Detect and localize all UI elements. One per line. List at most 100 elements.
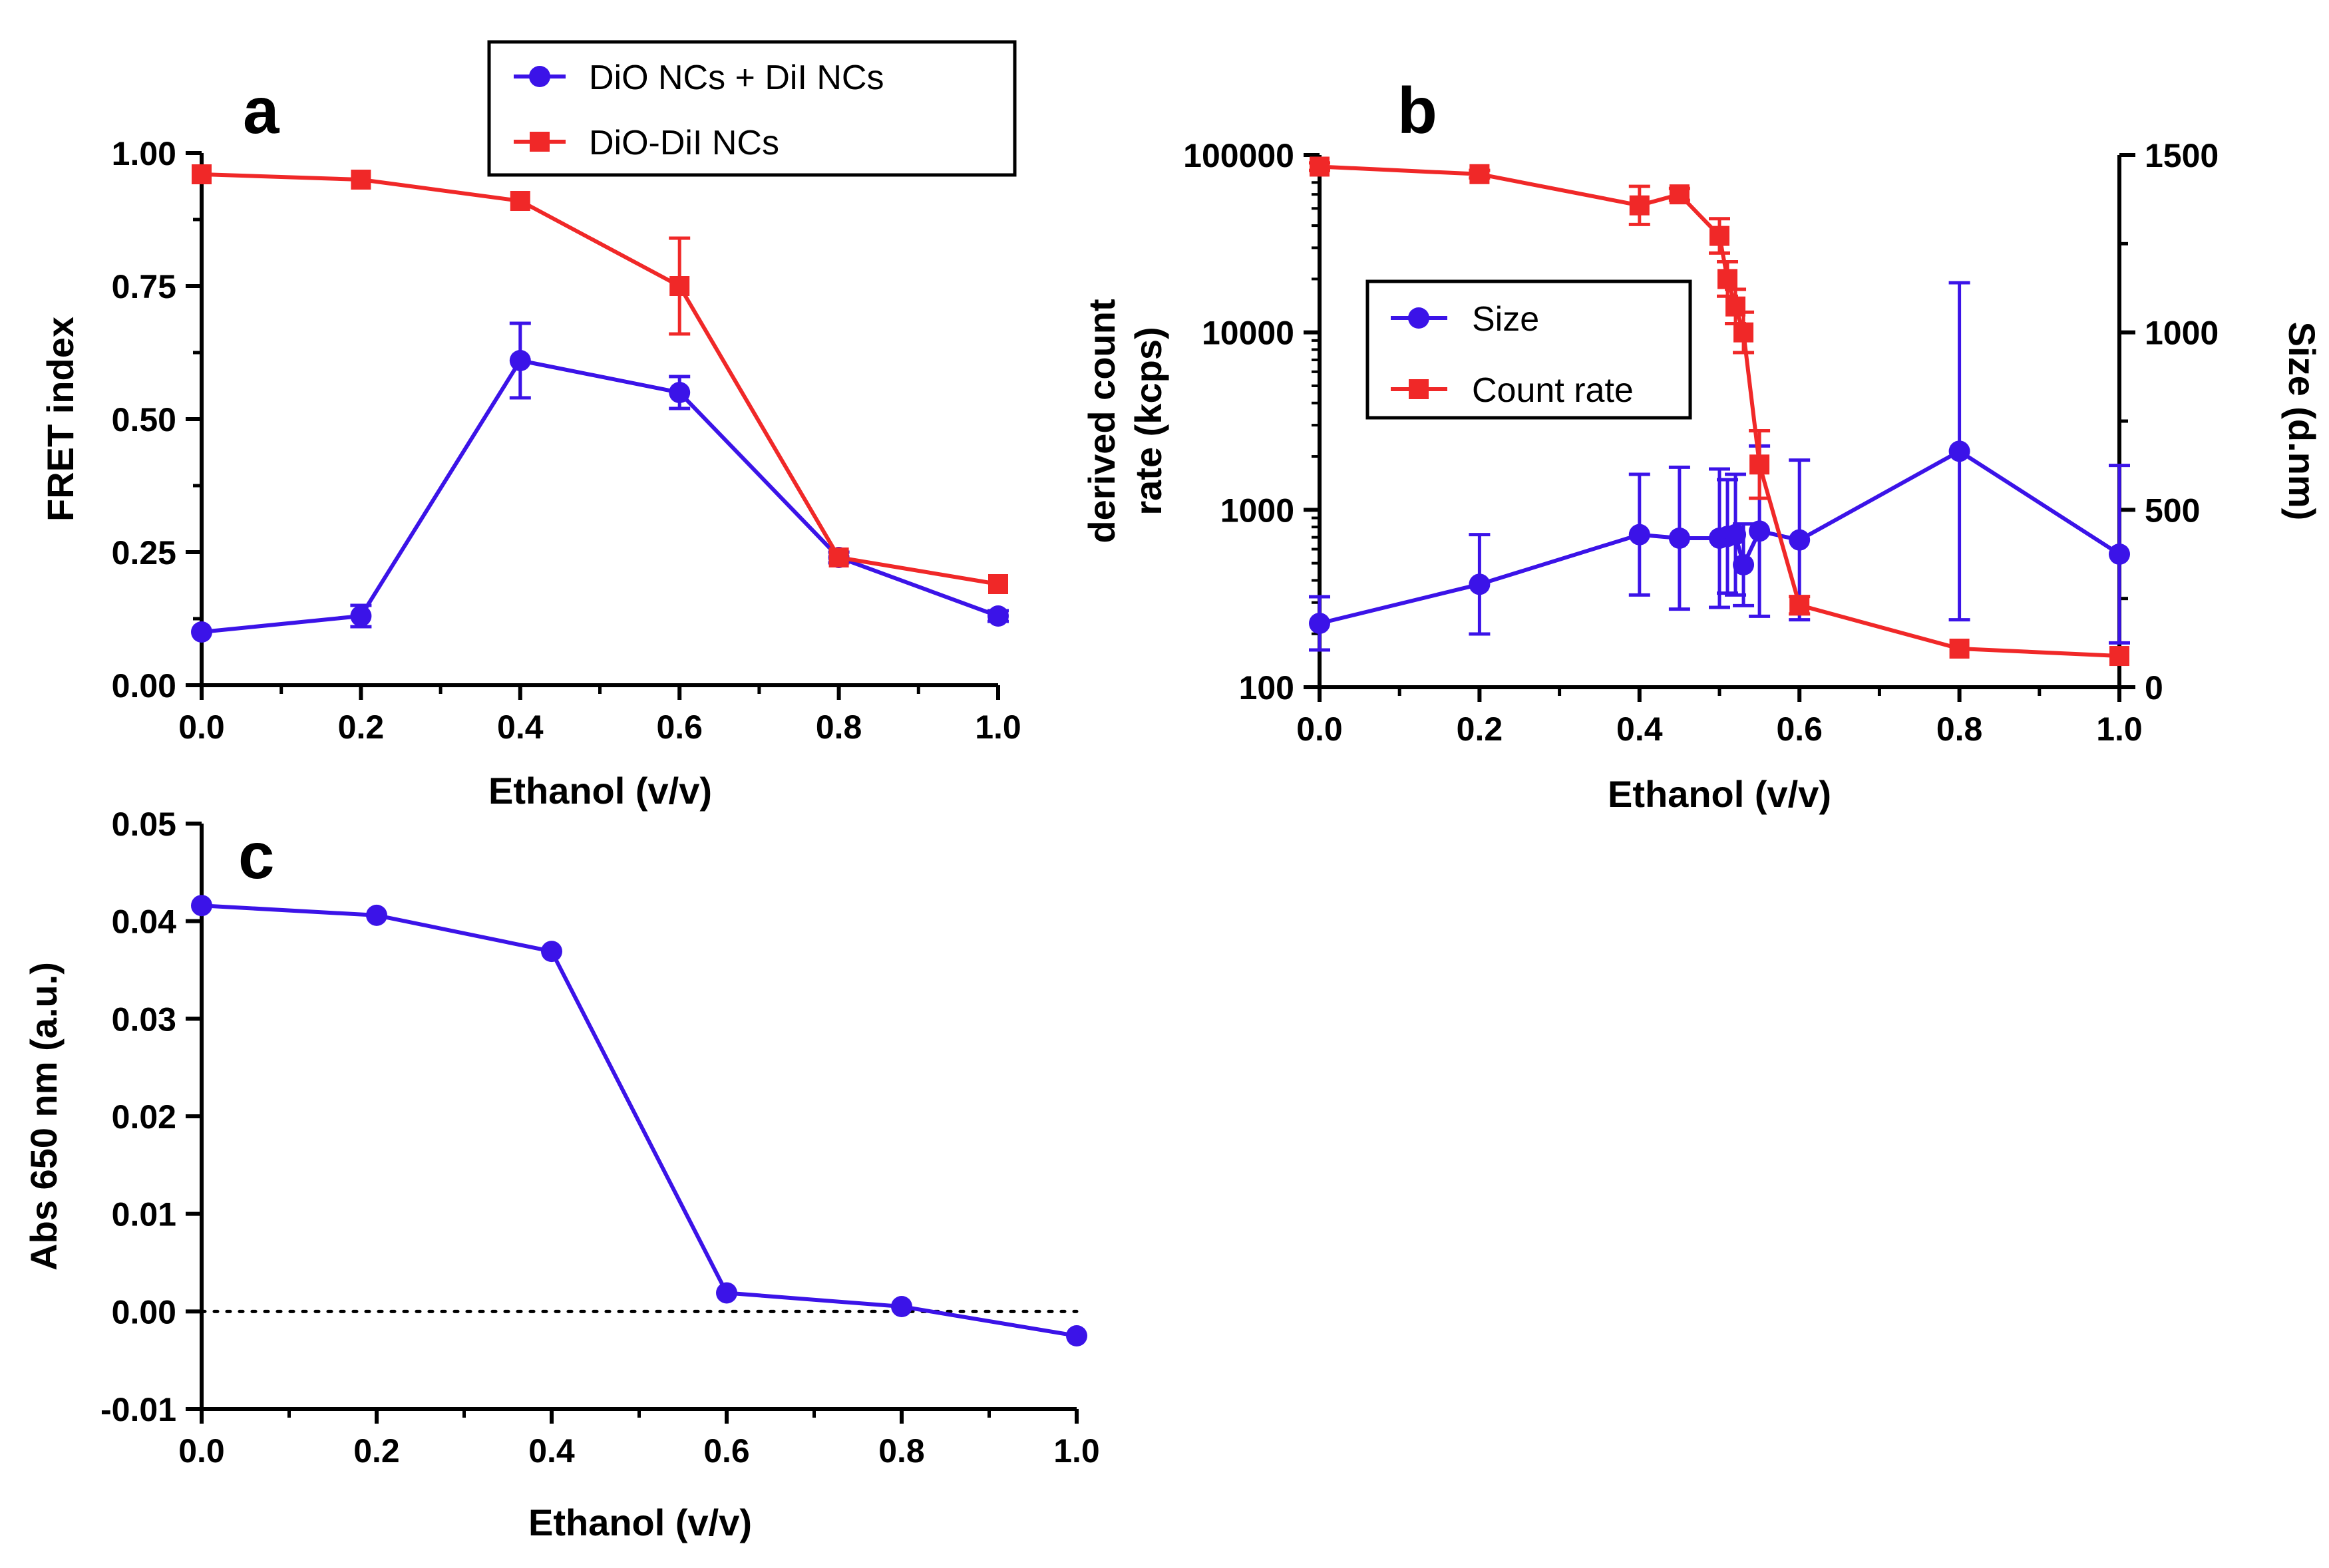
panel-b-series-count-rate-marker [1949,639,1970,659]
panel-c-y-tick-label: 0.03 [112,1001,176,1038]
panel-b-x-tick-label: 0.2 [1457,710,1503,748]
panel-c-x-tick-label: 0.6 [703,1432,750,1470]
panel-c-x-tick-label: 0.2 [353,1432,400,1470]
panel-b: 100 1000 10000 100000 0 500 1000 1500 0.0 0.2 0.4 0… [1081,74,2323,815]
panel-a-y-tick-label: 0.00 [112,667,176,705]
panel-c: -0.01 0.00 0.01 0.02 0.03 0.04 0.05 0.0 0.2 0.4 0.… [23,806,1100,1543]
panel-a-series-dio-dii-marker [192,164,212,184]
panel-b-x-tick-label: 0.4 [1616,710,1663,748]
panel-b-series-size-marker [1733,554,1755,575]
panel-b-series-count-rate-marker [1310,156,1330,177]
panel-c-x-tick-label: 1.0 [1053,1432,1100,1470]
panel-b-legend: Size Count rate [1365,279,1692,420]
panel-b-series-count-rate-marker [1709,226,1729,246]
panel-c-series-abs-marker [191,895,212,917]
panel-a-legend-box [487,40,1017,177]
panel-b-legend-item-count-rate-label: Count rate [1472,371,1634,410]
panel-b-series-size-marker [1469,573,1491,595]
panel-b-left-axis-title: derived count rate (kcps) [1081,299,1169,543]
panel-c-y-tick-label: 0.00 [112,1293,176,1331]
panel-a-series-dio-dii-marker [351,170,371,190]
panel-b-series-count-rate-marker [1629,195,1650,216]
panel-b-x-axis-title: Ethanol (v/v) [1608,773,1831,815]
panel-b-legend-item-size-marker [1408,307,1429,329]
panel-a-y-tick-label: 0.50 [112,401,176,438]
panel-c-y-tick-label: 0.01 [112,1196,176,1233]
panel-a-series-dio-plus-dii-marker [509,350,531,371]
panel-b-letter: b [1397,74,1437,147]
panel-b-left-axis-title-line: rate (kcps) [1127,327,1169,515]
panel-a-y-tick-label: 0.75 [112,268,176,305]
panel-b-left-axis-title-line: derived count [1081,299,1123,543]
panel-c-y-tick-label: 0.04 [112,903,177,941]
panel-b-series-count-rate-marker [1469,164,1490,184]
panel-a-legend-item-dio-dii-label: DiO-DiI NCs [589,124,779,162]
panel-a-x-tick-label: 0.8 [816,708,862,746]
panel-b-series-size-marker [1789,529,1811,551]
panel-a: 0.00 0.25 0.50 0.75 1.00 0.0 0.2 0.4 0.6 0.8 1.0 Et… [39,40,1021,812]
panel-b-series-size-marker [2109,544,2130,565]
panel-a-legend-item-dio-plus-dii-marker [529,66,550,87]
panel-b-right-tick-label: 1500 [2145,137,2219,174]
panel-b-series-count-rate-marker [1725,296,1746,317]
panel-a-series-dio-dii-line [201,172,999,586]
panel-b-x-tick-label: 0.8 [1936,710,1983,748]
panel-a-series-dio-dii-marker [988,574,1008,594]
panel-a-series-dio-plus-dii-marker [350,605,372,627]
panel-c-series-abs-marker [716,1282,737,1304]
panel-b-right-tick-label: 500 [2145,492,2200,529]
panel-a-x-tick-label: 0.0 [178,708,225,746]
panel-b-x-tick-label: 0.0 [1296,710,1343,748]
panel-b-series-count-rate-marker [2109,646,2129,667]
panel-a-x-tick-label: 0.2 [338,708,385,746]
panel-b-right-axis-title: Size (d.nm) [2281,322,2323,521]
panel-a-legend: DiO NCs + DiI NCs DiO-DiI NCs [487,40,1017,177]
panel-c-x-axis-title: Ethanol (v/v) [528,1501,752,1543]
panel-a-x-tick-label: 0.6 [656,708,703,746]
panel-a-x-tick-label: 0.4 [497,708,544,746]
panel-c-x-tick-label: 0.8 [878,1432,925,1470]
panel-c-series-abs-marker [891,1296,912,1317]
panel-a-series-dio-dii-marker [828,548,849,567]
panel-a-letter: a [243,74,280,147]
panel-a-series-dio-plus-dii-marker [987,605,1009,627]
panel-c-letter: c [238,819,275,892]
panel-b-series-count-rate-marker [1789,595,1810,615]
panel-b-series-size-marker [1309,613,1330,634]
panel-a-y-tick-label: 0.25 [112,534,176,571]
panel-b-x-tick-label: 1.0 [2096,710,2143,748]
panel-c-y-tick-label: 0.05 [112,806,176,843]
panel-b-left-tick-label: 10000 [1202,315,1294,352]
panel-a-series-dio-plus-dii-marker [669,382,691,403]
panel-a-y-tick-label: 1.00 [112,135,176,172]
panel-b-legend-item-count-rate-marker [1409,379,1429,399]
panel-b-series-size-marker [1628,524,1650,546]
panel-b-series-size-marker [1668,528,1690,549]
panel-b-right-tick-label: 1000 [2145,315,2219,352]
panel-a-series-dio-dii-marker [669,276,690,296]
panel-b-series-count-rate-marker [1749,454,1770,475]
panel-b-legend-item-size-label: Size [1472,300,1539,339]
panel-c-series-abs-marker [366,904,387,926]
panel-a-series-dio-dii-marker [510,191,530,211]
panel-b-series-size-marker [1749,520,1771,542]
panel-c-series-abs-marker [1066,1325,1087,1346]
panel-a-y-axis-title: FRET index [39,317,81,522]
panel-a-x-tick-label: 1.0 [975,708,1021,746]
panel-b-series-count-rate-line [1319,164,2120,658]
panel-b-right-tick-label: 0 [2145,669,2163,706]
panel-b-series-count-rate-marker [1669,184,1690,205]
panel-a-series-dio-plus-dii-line [201,359,999,634]
panel-c-y-tick-label: 0.02 [112,1098,176,1136]
panel-b-left-tick-label: 100000 [1183,137,1294,174]
panel-a-legend-item-dio-dii-marker [530,132,550,152]
panel-c-y-tick-label: -0.01 [100,1391,176,1428]
panel-b-series-size-marker [1948,440,1970,462]
panel-b-left-tick-label: 100 [1239,669,1294,706]
panel-c-x-tick-label: 0.0 [178,1432,225,1470]
panel-b-left-tick-label: 1000 [1220,492,1294,529]
panel-a-x-axis-title: Ethanol (v/v) [488,770,712,812]
panel-a-series-dio-plus-dii-marker [191,621,212,643]
panel-b-series-count-rate-marker [1733,322,1754,343]
